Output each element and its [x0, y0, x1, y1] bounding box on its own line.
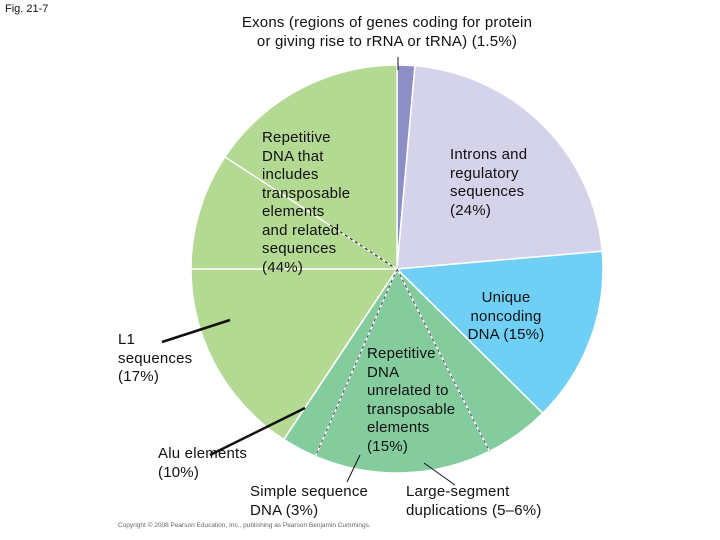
repetitive-unrelated-label: Repetitive DNA unrelated to transposable…	[367, 345, 456, 455]
large-segment-label: Large-segment duplications (5–6%)	[406, 483, 542, 519]
divider-dashed-2	[314, 268, 398, 457]
leader-lines	[161, 57, 456, 486]
leader-repetitive-transposable	[329, 224, 396, 269]
pie-slices	[190, 64, 604, 474]
unique-noncoding-label: Unique noncoding DNA (15%)	[467, 289, 545, 343]
pie-dividers	[191, 156, 490, 457]
divider-subslice-2	[224, 156, 398, 270]
pie-slice-introns	[396, 64, 604, 270]
l1-sequences-label: L1 sequences (17%)	[118, 331, 193, 385]
introns-label: Introns and regulatory sequences (24%)	[450, 146, 528, 219]
leader-alu	[209, 406, 306, 457]
leader-l1	[161, 318, 231, 344]
alu-elements-label: Alu elements (10%)	[158, 445, 248, 481]
pie-slice-repetitive-unrelated	[314, 267, 491, 474]
simple-sequence-label: Simple sequence DNA (3%)	[250, 483, 369, 519]
pie-slice-repetitive-transposable	[190, 64, 398, 441]
pie-slice-unique	[395, 250, 604, 415]
figure-label: Fig. 21-7	[5, 3, 49, 15]
divider-dashed-1	[396, 268, 490, 452]
exons-label: Exons (regions of genes coding for prote…	[241, 14, 533, 50]
leader-simple-sequence	[346, 454, 361, 483]
leader-large-segment	[423, 462, 456, 486]
copyright-note: Copyright © 2008 Pearson Education, Inc.…	[118, 522, 371, 529]
repetitive-transposable-label: Repetitive DNA that includes transposabl…	[262, 129, 351, 276]
